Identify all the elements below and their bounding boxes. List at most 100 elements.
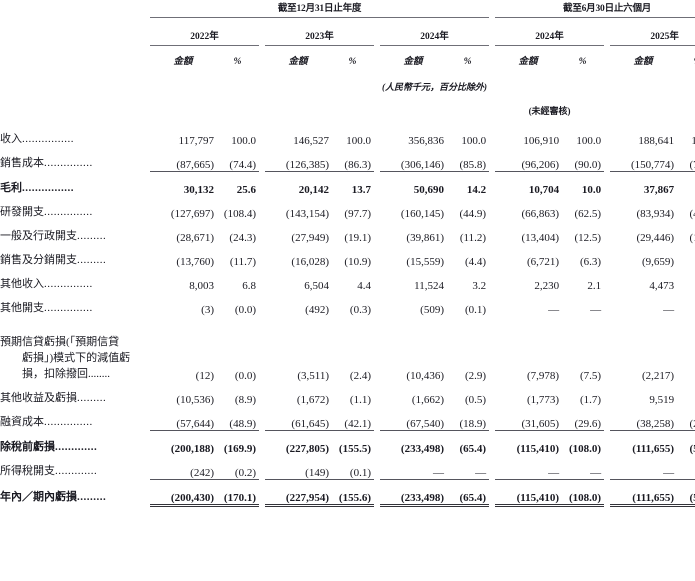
subheader-amount-2022: 金額 [173, 56, 193, 67]
row-label: 預期信貸虧損(「預期信貸 虧損」)模式下的減值虧 損，扣除撥回........ [0, 316, 150, 382]
row-label: 所得稅開支............. [0, 455, 150, 480]
row-label: 其他收入............... [0, 268, 150, 292]
cell-2022-amount: 30,132 [183, 183, 214, 196]
cell-2023-amount: (227,954) [265, 479, 331, 507]
row-label-leader: ............... [44, 301, 93, 314]
cell-2023-percent: (42.1) [331, 405, 374, 431]
unit-note-right-pad [489, 69, 695, 93]
cell-2025i-percent: (20.3) [676, 405, 695, 431]
cell-2025i-amount: (150,774) [610, 146, 677, 172]
row-label-leader: ................ [22, 132, 74, 145]
cell-2022-percent: 25.6 [236, 183, 256, 196]
subheader-percent-2024-interim: % [578, 56, 587, 67]
cell-2024a-percent: (65.4) [446, 479, 490, 507]
header-corner-cell [0, 0, 150, 18]
unit-note: (人民幣千元，百分比除外) [382, 81, 488, 92]
cell-2025i-percent: (79.9) [676, 146, 695, 172]
subheader-amount-2024-annual: 金額 [403, 56, 423, 67]
cell-2022-amount: (10,536) [176, 393, 214, 406]
cell-2022-amount: 8,003 [189, 279, 214, 292]
table-row: 融資成本............... (57,644) (48.9) (61,645… [0, 405, 695, 431]
cell-2025i-amount: 188,641 [638, 134, 675, 147]
cell-2024i-percent: 10.0 [581, 183, 602, 196]
cell-2025i-amount: (111,655) [632, 442, 675, 455]
cell-2024i-amount: 2,230 [534, 279, 560, 292]
cell-2023-percent: (155.6) [331, 479, 374, 507]
table-row: 一般及行政開支......... (28,671) (24.3) (27,949) (1… [0, 220, 695, 244]
unaudited-note: (未經審核) [528, 105, 571, 116]
table-row: 收入................ 117,797 100.0 146,527 100… [0, 123, 695, 147]
cell-2025i-percent: — [676, 454, 695, 480]
group-header-row: 截至12月31日止年度 截至6月30日止六個月 [0, 0, 695, 18]
cell-2025i-percent: (59.2) [689, 442, 695, 455]
cell-2022-amount: (242) [150, 454, 216, 480]
row-label-text: 收入 [0, 132, 22, 145]
cell-2024a-amount: (306,146) [380, 146, 446, 172]
subheader-percent-2022: % [233, 56, 242, 67]
cell-2022-percent: (169.9) [223, 442, 256, 455]
cell-2022-amount: (200,188) [170, 442, 214, 455]
cell-2024i-amount: 10,704 [528, 183, 560, 196]
cell-2022-percent: (74.4) [216, 146, 259, 172]
cell-2023-percent: (97.7) [344, 207, 371, 220]
cell-2024i-amount: (115,410) [516, 442, 560, 455]
unit-note-row: (人民幣千元，百分比除外) [0, 69, 695, 93]
cell-2024i-amount: (115,410) [495, 479, 562, 507]
cell-2024a-percent: (11.2) [459, 231, 487, 244]
table-body: 收入................ 117,797 100.0 146,527 100… [0, 123, 695, 507]
cell-2023-percent: 100.0 [346, 134, 371, 147]
cell-2025i-percent: 5.0 [676, 382, 695, 406]
header-spacer-cell [0, 18, 695, 28]
row-label: 研發開支............... [0, 196, 150, 220]
table-header: 截至12月31日止年度 截至6月30日止六個月 2022年 2023年 2024… [0, 0, 695, 123]
cell-2022-amount: (127,697) [170, 207, 214, 220]
table-row: 研發開支............... (127,697) (108.4) (143,… [0, 196, 695, 220]
row-label: 毛利................ [0, 171, 150, 196]
cell-2025i-percent: 20.1 [676, 171, 695, 196]
cell-2024a-percent: (0.1) [464, 303, 487, 316]
cell-2022-amount: (3) [201, 303, 214, 316]
cell-2023-percent: (10.9) [344, 255, 371, 268]
row-label-leader: ............... [44, 277, 93, 290]
cell-2024i-percent: (12.5) [574, 231, 602, 244]
cell-2024a-percent: (0.5) [464, 393, 487, 406]
cell-2025i-percent: — [676, 292, 695, 316]
table-row: 其他收益及虧損......... (10,536) (8.9) (1,672) (1.1… [0, 382, 695, 406]
cell-2023-amount: 6,504 [304, 279, 329, 292]
period-corner-cell [0, 28, 150, 46]
cell-2022-percent: (0.2) [216, 454, 259, 480]
row-label-text: 銷售及分銷開支 [0, 253, 77, 266]
cell-2025i-amount: (29,446) [636, 231, 675, 244]
cell-2025i-amount: (38,258) [610, 405, 677, 431]
cell-2023-amount: (27,949) [291, 231, 329, 244]
row-label: 年內／期內虧損......... [0, 479, 150, 505]
row-label-text: 所得稅開支 [0, 465, 55, 477]
unaudited-note-row: (未經審核) [0, 93, 695, 123]
period-header-2025-interim: 2025年 [610, 27, 695, 46]
cell-2022-amount: (87,665) [150, 146, 216, 172]
cell-2025i-percent: (44.5) [689, 207, 695, 220]
cell-2023-amount: (143,154) [285, 207, 329, 220]
income-statement-table: 截至12月31日止年度 截至6月30日止六個月 2022年 2023年 2024… [0, 0, 695, 507]
column-subheader-row: 金額 % 金額 % 金額 % 金額 % 金額 % [0, 45, 695, 69]
cell-2025i-amount: — [663, 303, 675, 316]
header-spacer-row [0, 18, 695, 28]
cell-2022-percent: (11.7) [229, 255, 256, 268]
row-label-leader: ............... [44, 157, 93, 169]
table-row: 所得稅開支............. (242) (0.2) (149) (0.1) — —… [0, 454, 695, 480]
row-label: 其他開支............... [0, 292, 150, 316]
cell-2023-percent: 4.4 [357, 279, 371, 292]
row-label-leader: ............... [44, 416, 93, 428]
cell-2022-amount: (57,644) [150, 405, 216, 431]
row-label-text: 銷售成本 [0, 157, 44, 169]
cell-2024a-percent: 14.2 [466, 183, 487, 196]
cell-2024a-amount: (509) [420, 303, 444, 316]
cell-2024a-percent: 3.2 [472, 279, 487, 292]
cell-2023-amount: (3,511) [297, 369, 329, 382]
row-label-leader: ............. [55, 440, 98, 453]
cell-2024i-percent: — [590, 303, 602, 316]
cell-2024a-percent: (18.9) [446, 405, 490, 431]
subheader-amount-2023: 金額 [288, 56, 308, 67]
row-label-text: 其他收益及虧損 [0, 391, 77, 404]
row-label-leader: ............... [44, 205, 93, 218]
